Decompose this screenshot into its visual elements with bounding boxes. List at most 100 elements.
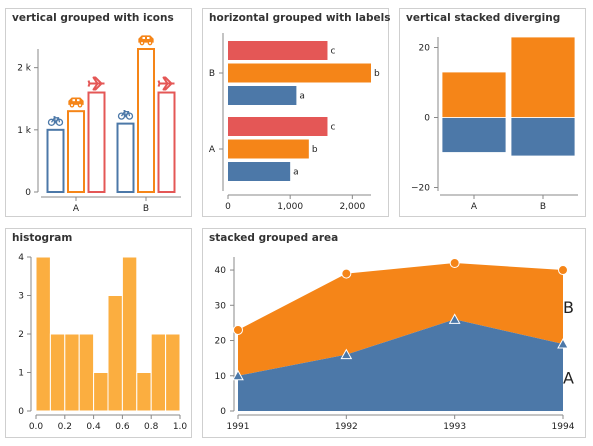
chart-title-histogram: histogram bbox=[12, 232, 73, 244]
y-tick-label: 1 k bbox=[17, 126, 32, 136]
car-icon-part bbox=[77, 102, 83, 108]
y-tick-label: 0 bbox=[220, 407, 226, 417]
point-A bbox=[340, 348, 353, 360]
y-tick-label: 0 bbox=[18, 407, 24, 417]
bar-car-B bbox=[137, 48, 155, 193]
y-tick-label: 20 bbox=[419, 44, 431, 54]
x-tick-label: 0 bbox=[225, 202, 231, 212]
x-tick-label: 1991 bbox=[227, 422, 250, 432]
histogram-bar bbox=[165, 333, 181, 412]
bar-c-B bbox=[228, 41, 328, 60]
bicycle-icon bbox=[117, 109, 134, 120]
y-tick-label: −20 bbox=[411, 184, 430, 194]
bar-a-A bbox=[228, 162, 291, 181]
bar-label: a bbox=[299, 92, 305, 102]
chart-stacked-area: 0 10 20 30 40 1991 1992 1993 1994 A B bbox=[215, 257, 575, 432]
point-B bbox=[449, 258, 460, 268]
car-icon bbox=[68, 97, 84, 108]
x-tick-label: 1,000 bbox=[277, 202, 303, 212]
chart-stacked-diverging: −20 0 20 A B bbox=[411, 36, 578, 212]
bar-positive-B bbox=[510, 36, 576, 118]
x-tick-label: 0.6 bbox=[115, 422, 130, 432]
x-tick-label: 0.8 bbox=[144, 422, 159, 432]
series-label-B: B bbox=[563, 298, 574, 317]
bar-c-A bbox=[228, 117, 328, 136]
histogram-bar bbox=[121, 256, 138, 412]
bicycle-icon-part bbox=[47, 118, 56, 126]
x-tick-label: A bbox=[73, 204, 80, 214]
x-tick-label: 1993 bbox=[443, 422, 466, 432]
y-tick-label: 0 bbox=[25, 188, 31, 198]
bar-bicycle-A bbox=[46, 128, 65, 193]
y-tick-label: 4 bbox=[18, 253, 24, 263]
point-B bbox=[558, 265, 568, 276]
x-tick-label: B bbox=[143, 204, 149, 214]
panel-horizontal-grouped: horizontal grouped with labels 0 1,000 2,0… bbox=[202, 8, 390, 217]
bar-bicycle-B bbox=[116, 122, 135, 193]
x-tick-label: 2,000 bbox=[339, 202, 365, 212]
x-tick-label: 0.0 bbox=[29, 422, 44, 432]
car-icon-part bbox=[69, 102, 75, 108]
bar-airplane-B bbox=[157, 91, 176, 193]
histogram-bar bbox=[64, 333, 80, 412]
bicycle-icon-part bbox=[125, 112, 134, 120]
histogram-bar bbox=[35, 256, 51, 412]
bar-b-A bbox=[228, 139, 309, 159]
car-icon-part bbox=[139, 40, 145, 46]
y-tick-label: 30 bbox=[215, 301, 227, 311]
point-A bbox=[232, 369, 244, 381]
x-tick-label: 0.2 bbox=[58, 422, 72, 432]
chart-vertical-grouped: 0 1 k 2 k A B bbox=[17, 35, 181, 214]
panel-histogram: histogram 0 1 2 3 4 0.0 0.2 0.4 0.6 0.8 1.0 bbox=[5, 228, 192, 438]
histogram-bar bbox=[136, 372, 152, 412]
histogram-bar bbox=[93, 372, 109, 412]
chart-title-stacked-diverging: vertical stacked diverging bbox=[406, 12, 561, 24]
chart-title-vertical-grouped: vertical grouped with icons bbox=[12, 12, 174, 24]
histogram-bar bbox=[78, 333, 95, 412]
area-B bbox=[238, 263, 563, 376]
bar-label: c bbox=[330, 47, 335, 57]
bar-label: b bbox=[374, 69, 380, 79]
y-tick-label: 2 k bbox=[17, 64, 32, 74]
y-tick-label: A bbox=[209, 145, 216, 155]
y-tick-label: 0 bbox=[424, 114, 430, 124]
y-tick-label: 40 bbox=[215, 266, 227, 276]
y-tick-label: 20 bbox=[215, 337, 227, 347]
car-icon-part bbox=[142, 37, 145, 39]
x-tick-label: A bbox=[471, 202, 478, 212]
point-A bbox=[557, 338, 569, 349]
panel-vertical-grouped: vertical grouped with icons 0 1 k 2 k A B bbox=[5, 8, 192, 217]
histogram-bar bbox=[49, 333, 66, 412]
x-tick-label: 1992 bbox=[335, 422, 358, 432]
y-tick-label: B bbox=[209, 69, 215, 79]
airplane-icon-part bbox=[87, 76, 105, 91]
bar-negative-A bbox=[441, 117, 507, 153]
bicycle-icon bbox=[47, 116, 64, 126]
car-icon bbox=[138, 35, 154, 46]
y-tick-label: 2 bbox=[18, 330, 24, 340]
airplane-icon-part bbox=[157, 76, 175, 91]
bar-positive-A bbox=[441, 71, 507, 118]
car-icon-part bbox=[147, 37, 150, 39]
point-B bbox=[341, 268, 352, 279]
histogram-bar bbox=[150, 333, 167, 412]
car-icon-part bbox=[147, 40, 153, 46]
bar-label: b bbox=[312, 145, 318, 155]
y-tick-label: 1 bbox=[18, 369, 24, 379]
x-tick-label: B bbox=[540, 202, 546, 212]
bar-airplane-A bbox=[87, 91, 106, 193]
bar-car-A bbox=[67, 110, 85, 193]
point-B bbox=[233, 324, 243, 335]
bicycle-icon-part bbox=[120, 109, 131, 118]
chart-histogram: 0 1 2 3 4 0.0 0.2 0.4 0.6 0.8 1.0 bbox=[18, 253, 187, 432]
airplane-icon bbox=[157, 76, 175, 91]
x-tick-label: 1994 bbox=[552, 422, 575, 432]
point-A bbox=[448, 313, 461, 324]
panel-stacked-area: stacked grouped area 0 10 20 30 40 1991 1992 19… bbox=[202, 228, 586, 438]
bicycle-icon-part bbox=[55, 118, 64, 126]
car-icon-part bbox=[77, 99, 80, 102]
car-icon-part bbox=[72, 99, 75, 102]
chart-horizontal-grouped: 0 1,000 2,000 Aa b c Ba b c bbox=[209, 33, 380, 212]
airplane-icon bbox=[87, 76, 105, 91]
bar-negative-B bbox=[510, 117, 576, 157]
